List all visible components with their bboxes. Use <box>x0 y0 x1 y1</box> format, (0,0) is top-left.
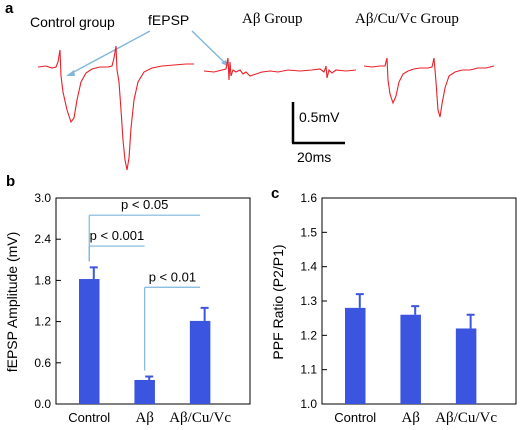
panel-b-significance: p < 0.05 p < 0.001 p < 0.01 <box>88 197 201 371</box>
panel-c-y-tick-label: 1.2 <box>300 328 317 342</box>
panel-b-y-tick-label: 1.8 <box>34 273 51 287</box>
panel-c-y-axis-label: PPF Ratio (P2/P1) <box>270 244 286 359</box>
panel-c-x-tick-label: Aβ/Cu/Vc <box>435 410 497 426</box>
panel-c-y-ticks: 1.0 1.1 1.2 1.3 1.4 1.5 1.6 <box>300 191 327 411</box>
panel-b-y-tick-label: 0.0 <box>34 397 51 411</box>
panel-a: a Control group fEPSP Aβ Group Aβ/Cu/Vc … <box>5 0 495 171</box>
panel-b-x-ticks: Control Aβ Aβ/Cu/Vc <box>68 410 231 426</box>
panel-c-bar <box>400 314 421 404</box>
panel-a-label: a <box>5 0 14 17</box>
panel-c-y-tick-label: 1.5 <box>300 225 317 239</box>
panel-c-x-tick-label: Aβ <box>401 410 419 426</box>
abeta-group-title: Aβ Group <box>242 11 303 27</box>
panel-b-bar <box>134 379 155 404</box>
panel-b-bar <box>79 279 100 404</box>
abeta-trace <box>203 57 357 81</box>
panel-c-y-tick-label: 1.6 <box>300 191 317 205</box>
panel-b-significance-label: p < 0.05 <box>121 197 168 212</box>
panel-c-y-tick-label: 1.1 <box>300 363 317 377</box>
abeta-cu-vc-group-title: Aβ/Cu/Vc Group <box>355 11 459 27</box>
panel-b-x-tick-label: Aβ/Cu/Vc <box>169 410 231 426</box>
panel-c-x-tick-label: Control <box>334 410 376 425</box>
panel-c-y-tick-label: 1.4 <box>300 260 317 274</box>
fepsp-callout-line-right <box>191 30 227 65</box>
abeta-cu-vc-trace <box>363 57 495 118</box>
panel-b-label: b <box>6 173 15 190</box>
panel-c-y-tick-label: 1.0 <box>300 397 317 411</box>
panel-c-x-ticks: Control Aβ Aβ/Cu/Vc <box>334 410 497 426</box>
panel-b-y-tick-label: 2.4 <box>34 232 51 246</box>
control-trace <box>37 45 194 171</box>
panel-b-significance-label: p < 0.001 <box>90 228 145 243</box>
fepsp-title: fEPSP <box>148 12 189 28</box>
panel-c-bars <box>345 293 477 404</box>
time-scale-label: 20ms <box>297 149 331 165</box>
panel-b-x-tick-label: Control <box>68 410 110 425</box>
control-group-title: Control group <box>30 14 115 30</box>
panel-b-y-tick-label: 1.2 <box>34 315 51 329</box>
panel-b-y-tick-label: 0.6 <box>34 356 51 370</box>
panel-b-y-ticks: 0.0 0.6 1.2 1.8 2.4 3.0 <box>34 191 61 411</box>
fepsp-callout-arrow-left <box>66 70 75 76</box>
panel-c-label: c <box>271 185 279 202</box>
panel-b-bars <box>79 266 211 404</box>
fepsp-callout-line-left <box>69 30 151 75</box>
panel-b-y-axis-label: fEPSP Amplitude (mV) <box>4 232 20 373</box>
panel-b-bar <box>189 320 211 404</box>
panel-c: c PPF Ratio (P2/P1) 1.01.11.21.31.41.51.… <box>270 185 517 426</box>
panel-b-x-tick-label: Aβ <box>135 410 153 426</box>
panel-b-y-tick-label: 3.0 <box>34 191 51 205</box>
voltage-scale-label: 0.5mV <box>299 109 340 125</box>
panel-c-bar <box>455 328 477 404</box>
panel-c-y-tick-label: 1.3 <box>300 294 317 308</box>
panel-c-bar <box>345 307 366 404</box>
panel-b-significance-label: p < 0.01 <box>149 269 196 284</box>
panel-b: b fEPSP Amplitude (mV) 0.0 0.6 1.2 1.8 2.4 3.… <box>4 173 251 426</box>
